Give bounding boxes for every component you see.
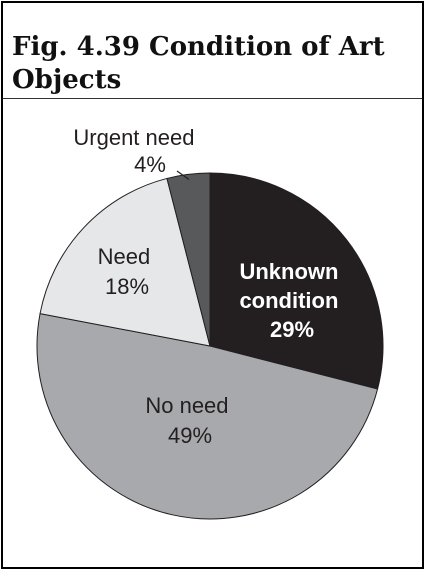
title-line-2: Objects — [12, 65, 122, 95]
figure-title: Fig. 4.39 Condition of Art Objects — [12, 31, 412, 97]
title-divider — [3, 98, 422, 99]
slice-unknown-condition — [209, 172, 384, 390]
slice-urgent-need — [166, 172, 211, 347]
slice-label-no-need: No need 49% — [145, 393, 234, 448]
slice-label-urgent-need: Urgent need 4% — [73, 125, 200, 177]
slice-need — [39, 177, 211, 347]
title-line-1: Fig. 4.39 Condition of Art — [12, 32, 385, 62]
slice-label-need: Need 18% — [98, 244, 157, 299]
slice-no-need — [36, 312, 379, 520]
pie-slices — [36, 172, 384, 520]
urgent-need-leader-line — [176, 170, 190, 180]
slice-label-unknown: Unknown condition 29% — [239, 259, 344, 342]
